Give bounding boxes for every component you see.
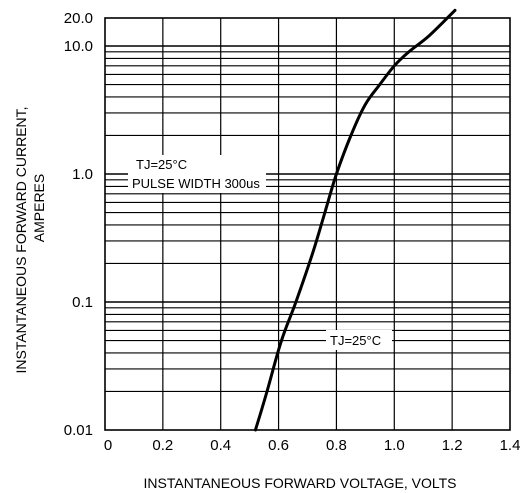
y-tick-label: 0.1 <box>72 294 93 311</box>
x-tick-label: 1.2 <box>442 437 463 454</box>
plot-frame <box>104 17 511 431</box>
forward-current-curve <box>253 8 457 432</box>
y-tick-label: 20.0 <box>64 10 93 27</box>
grid <box>105 18 510 430</box>
x-tick-label: 0.2 <box>152 437 173 454</box>
series <box>253 8 457 432</box>
conditions-label-bg <box>128 155 266 193</box>
annotations: TJ=25°C PULSE WIDTH 300us TJ=25°C <box>128 155 392 350</box>
x-tick-label: 0.8 <box>326 437 347 454</box>
conditions-label-line2: PULSE WIDTH 300us <box>132 176 260 191</box>
curve-label-bg <box>326 330 392 350</box>
x-axis-title: INSTANTANEOUS FORWARD VOLTAGE, VOLTS <box>144 475 457 491</box>
y-tick-label: 0.01 <box>64 422 93 439</box>
y-axis-title-line1: INSTANTANEOUS FORWARD CURRENT, <box>13 106 29 373</box>
y-axis-title-line2: AMPERES <box>31 174 47 242</box>
y-tick-label: 1.0 <box>72 166 93 183</box>
tick-labels: 0 0.2 0.4 0.6 0.8 1.0 1.2 1.4 0.01 0.1 1.0 10.0 20.0 <box>64 10 520 454</box>
conditions-label-line1: TJ=25°C <box>136 157 187 172</box>
x-tick-label: 0 <box>104 437 112 454</box>
x-tick-label: 0.6 <box>268 437 289 454</box>
y-tick-label: 10.0 <box>64 38 93 55</box>
x-tick-label: 1.4 <box>500 437 520 454</box>
x-tick-label: 0.4 <box>210 437 231 454</box>
curve-label: TJ=25°C <box>330 333 381 348</box>
x-tick-label: 1.0 <box>384 437 405 454</box>
